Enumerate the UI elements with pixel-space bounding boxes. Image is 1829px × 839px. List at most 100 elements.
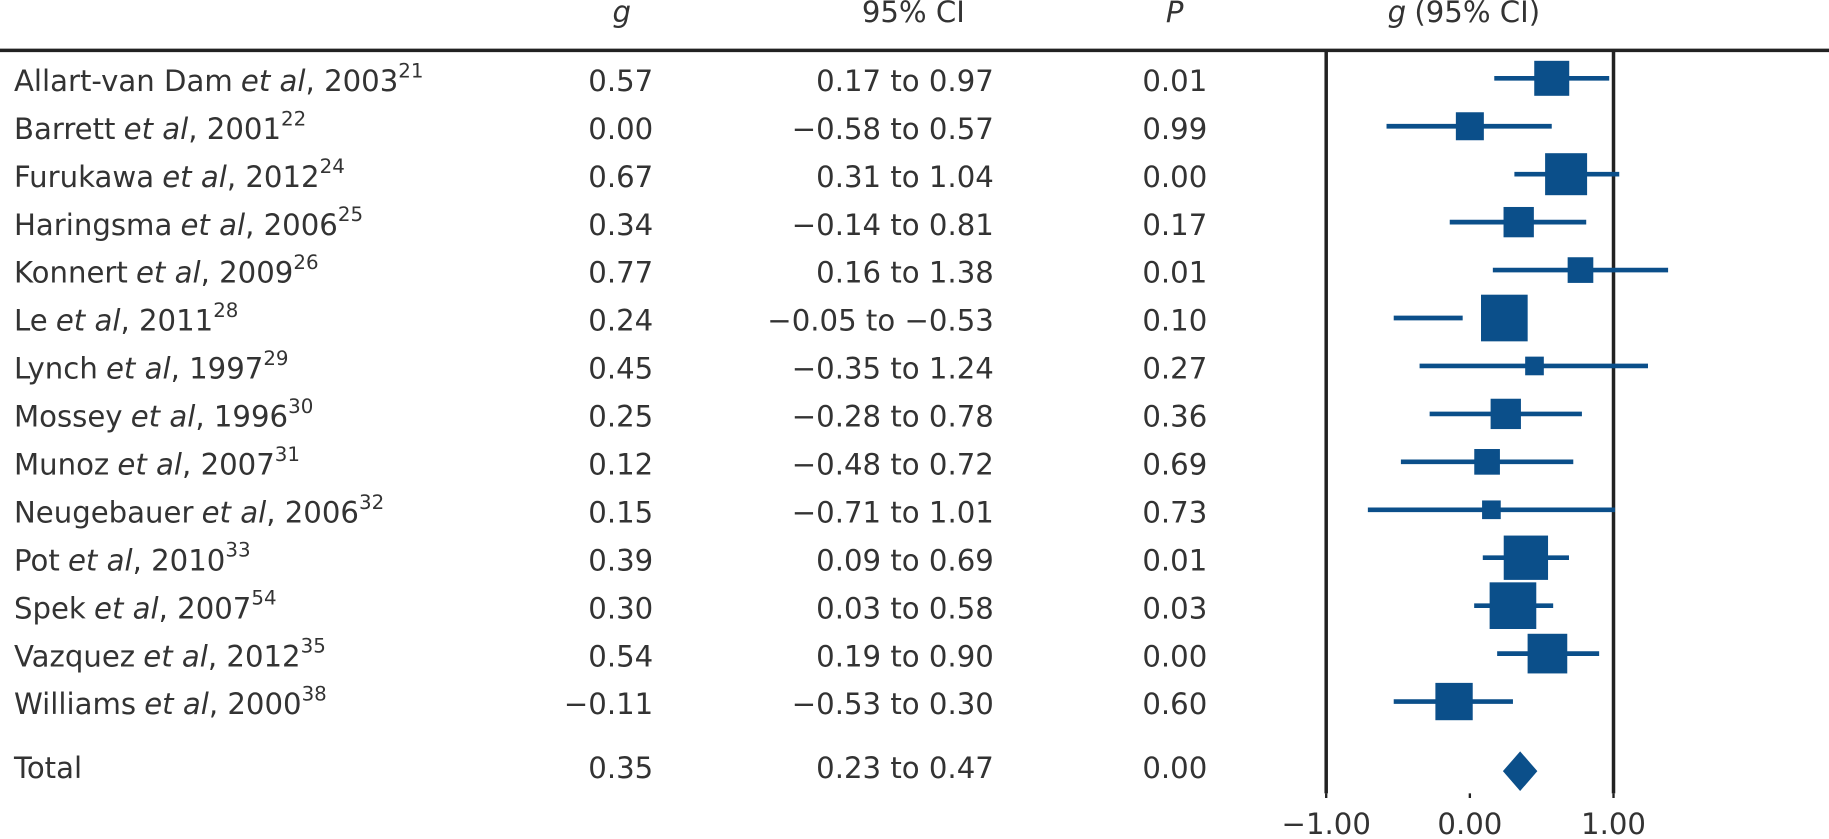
g-value: 0.15: [588, 495, 653, 529]
author: Le: [14, 304, 48, 338]
p-value: 0.27: [1142, 352, 1207, 386]
study-name: Konnert et al, 200926: [14, 251, 319, 290]
reference: 25: [338, 203, 363, 226]
effect-box: [1455, 112, 1484, 141]
study-name: Williams et al, 200038: [14, 682, 327, 721]
ci-value: −0.28 to 0.78: [792, 400, 994, 434]
effect-box: [1489, 582, 1537, 629]
et-al: et al: [144, 687, 209, 721]
ci-value: −0.35 to 1.24: [792, 352, 994, 386]
p-value: 0.00: [1142, 160, 1207, 194]
total-label: Total: [13, 751, 82, 785]
study-name: Spek et al, 200754: [14, 586, 277, 625]
g-value: 0.67: [588, 160, 653, 194]
reference: 35: [301, 634, 326, 657]
p-value: 0.73: [1142, 495, 1207, 529]
et-al: et al: [136, 256, 201, 290]
p-value: 0.00: [1142, 751, 1207, 785]
effect-box: [1567, 257, 1594, 283]
year: , 1997: [171, 352, 264, 386]
et-al: et al: [180, 208, 245, 242]
p-value: 0.01: [1142, 256, 1207, 290]
et-al: et al: [68, 543, 133, 577]
study-name: Neugebauer et al, 200632: [14, 490, 384, 529]
author: Barrett: [14, 112, 115, 146]
author: Allart-van Dam: [14, 64, 233, 98]
effect-box: [1482, 500, 1501, 520]
plot-header-symbol: g: [1388, 0, 1407, 29]
ci-value: 0.17 to 0.97: [816, 64, 994, 98]
effect-box: [1527, 633, 1568, 674]
reference: 24: [320, 155, 345, 178]
year: , 2001: [188, 112, 281, 146]
year: , 2007: [182, 448, 275, 482]
year: , 2006: [245, 208, 338, 242]
year: , 2003: [306, 64, 399, 98]
study-name: Le et al, 201128: [14, 299, 238, 338]
author: Neugebauer: [14, 495, 193, 529]
et-al: et al: [106, 352, 171, 386]
study-name: Mossey et al, 199630: [14, 394, 313, 433]
et-al: et al: [124, 112, 189, 146]
reference: 26: [293, 251, 318, 274]
effect-box: [1503, 535, 1549, 580]
year: , 2012: [227, 160, 320, 194]
p-value: 0.69: [1142, 448, 1207, 482]
g-value: 0.00: [588, 112, 653, 146]
author: Williams: [14, 687, 136, 721]
x-tick-label: 0.00: [1437, 807, 1502, 839]
year: , 2012: [208, 639, 301, 673]
g-value: 0.12: [588, 448, 653, 482]
author: Munoz: [14, 448, 109, 482]
x-tick-label: 1.00: [1581, 807, 1646, 839]
reference: 29: [263, 346, 288, 369]
p-value: 0.00: [1142, 639, 1207, 673]
effect-box: [1490, 398, 1521, 430]
ci-value: −0.58 to 0.57: [792, 112, 994, 146]
g-value: 0.57: [588, 64, 653, 98]
g-value: 0.34: [588, 208, 653, 242]
study-name: Furukawa et al, 201224: [14, 155, 345, 194]
effect-box: [1503, 206, 1534, 238]
author: Vazquez: [14, 639, 135, 673]
g-value: 0.54: [588, 639, 653, 673]
plot-header: g (95% CI): [1388, 0, 1540, 29]
author: Lynch: [14, 352, 98, 386]
effect-box: [1525, 356, 1544, 376]
reference: 31: [275, 442, 300, 465]
p-value: 0.36: [1142, 400, 1207, 434]
ci-value: −0.53 to 0.30: [792, 687, 994, 721]
plot-header-text: (95% CI): [1414, 0, 1540, 29]
g-value: 0.30: [588, 591, 653, 625]
g-value: 0.35: [588, 751, 653, 785]
study-name: Vazquez et al, 201235: [14, 634, 326, 673]
x-tick-label: −1.00: [1282, 807, 1371, 839]
et-al: et al: [56, 304, 121, 338]
g-value: 0.77: [588, 256, 653, 290]
year: , 2010: [133, 543, 226, 577]
ci-value: 0.19 to 0.90: [816, 639, 994, 673]
et-al: et al: [241, 64, 306, 98]
reference: 33: [225, 538, 250, 561]
et-al: et al: [143, 639, 208, 673]
author: Haringsma: [14, 208, 172, 242]
et-al: et al: [117, 448, 182, 482]
et-al: et al: [162, 160, 227, 194]
ci-value: −0.71 to 1.01: [792, 495, 994, 529]
column-header: g: [612, 0, 631, 29]
ci-value: 0.03 to 0.58: [816, 591, 994, 625]
ci-value: −0.05 to −0.53: [767, 304, 994, 338]
et-al: et al: [94, 591, 159, 625]
author: Furukawa: [14, 160, 154, 194]
g-value: 0.25: [588, 400, 653, 434]
year: , 2009: [201, 256, 294, 290]
column-header: P: [1166, 0, 1184, 29]
reference: 21: [398, 59, 423, 82]
author: Konnert: [14, 256, 128, 290]
column-header: 95% CI: [862, 0, 965, 29]
g-value: 0.24: [588, 304, 653, 338]
study-name: Barrett et al, 200122: [14, 107, 306, 146]
year: , 2007: [159, 591, 252, 625]
effect-box: [1435, 682, 1473, 721]
